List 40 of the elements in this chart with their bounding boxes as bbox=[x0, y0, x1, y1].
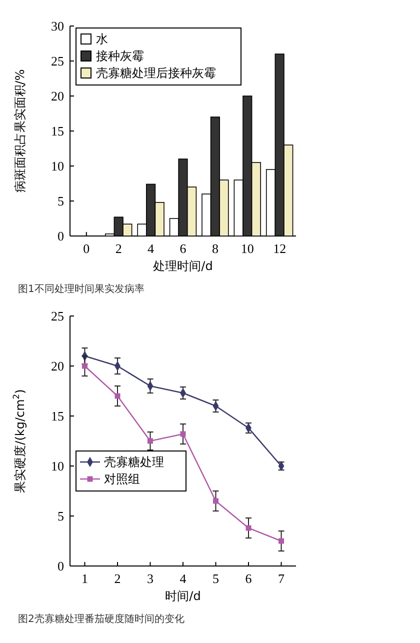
x-tick-label: 6 bbox=[180, 241, 187, 256]
x-tick-label: 1 bbox=[81, 571, 88, 586]
legend-label: 接种灰霉 bbox=[96, 49, 144, 64]
legend-label: 壳寡糖处理后接种灰霉 bbox=[96, 66, 216, 80]
x-tick-label: 12 bbox=[273, 241, 286, 256]
y-tick-label: 20 bbox=[51, 88, 64, 104]
x-tick-label: 8 bbox=[212, 241, 218, 256]
y-tick-label: 0 bbox=[58, 228, 64, 244]
text: 图1不同处理时间果实发病率 bbox=[18, 283, 144, 295]
text: 图2壳寡糖处理番茄硬度随时间的变化 bbox=[18, 613, 184, 625]
y-tick-label: 25 bbox=[51, 308, 64, 324]
x-tick-label: 3 bbox=[146, 571, 154, 586]
point bbox=[278, 538, 284, 544]
y-tick-label: 5 bbox=[58, 194, 64, 209]
y-axis-title: 病斑面积占果实面积/% bbox=[13, 69, 27, 193]
x-axis-title: 时间/d bbox=[165, 589, 201, 603]
x-tick-label: 6 bbox=[245, 571, 252, 586]
point bbox=[148, 438, 153, 444]
x-tick-label: 10 bbox=[240, 241, 254, 256]
x-tick-label: 4 bbox=[148, 241, 155, 256]
x-tick-label: 5 bbox=[212, 571, 220, 586]
x-tick-label: 2 bbox=[114, 571, 121, 586]
x-tick-label: 4 bbox=[180, 571, 187, 586]
y-tick-label: 30 bbox=[51, 18, 64, 34]
legend-label: 壳寡糖处理 bbox=[104, 455, 164, 470]
x-tick-label: 2 bbox=[115, 241, 122, 256]
legend-label: 水 bbox=[96, 32, 108, 46]
x-tick-label: 7 bbox=[278, 571, 286, 586]
y-tick-label: 10 bbox=[51, 458, 64, 474]
y-tick-label: 10 bbox=[51, 158, 64, 174]
y-tick-label: 15 bbox=[51, 124, 64, 139]
y-tick-label: 5 bbox=[58, 508, 64, 524]
y-tick-label: 20 bbox=[51, 358, 64, 374]
y-tick-label: 15 bbox=[51, 408, 64, 424]
x-tick-label: 0 bbox=[83, 241, 90, 256]
legend-label: 对照组 bbox=[104, 472, 140, 486]
point bbox=[213, 498, 218, 504]
x-axis-title: 处理时间/d bbox=[153, 259, 213, 273]
y-tick-label: 25 bbox=[51, 54, 64, 69]
y-tick-label: 0 bbox=[58, 558, 64, 574]
